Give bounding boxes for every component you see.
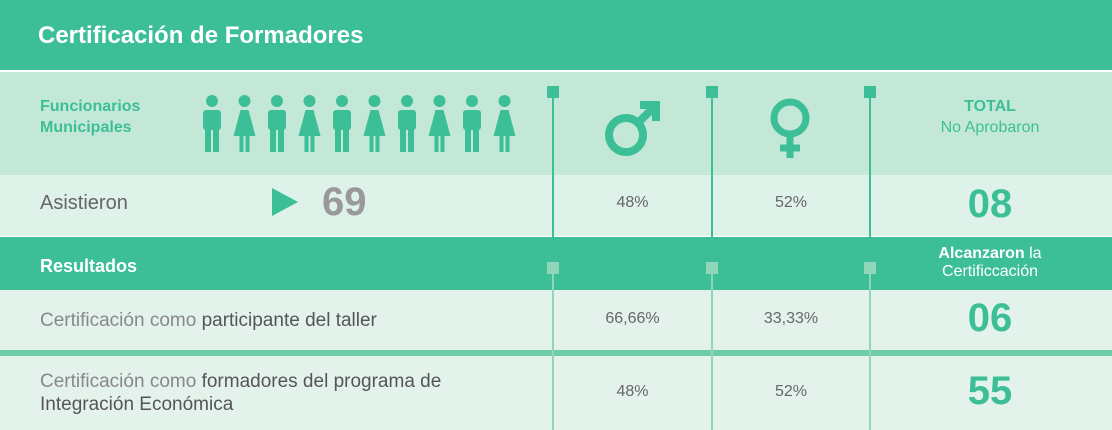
- person-head: [498, 95, 511, 107]
- person-head: [368, 95, 381, 107]
- result-label-text: Certificación como formadores del progra…: [40, 370, 480, 416]
- result-prefix: Certificación como: [40, 309, 197, 331]
- person-head: [271, 95, 283, 107]
- result-total: 06: [967, 296, 1013, 340]
- person-head: [401, 95, 413, 107]
- column-marker: [706, 262, 718, 274]
- person-head: [433, 95, 446, 107]
- results-total-text: la Certificcación: [941, 245, 1042, 280]
- total-heading-bold: TOTAL: [964, 98, 1016, 115]
- person-leg: [278, 128, 284, 152]
- male-pct: 48%: [616, 383, 649, 400]
- person-leg: [505, 134, 510, 152]
- person-leg: [335, 128, 341, 152]
- person-leg: [213, 128, 219, 152]
- person-body: [233, 110, 256, 136]
- result-row: [0, 290, 1112, 350]
- header-bar: [0, 0, 1112, 70]
- person-leg: [499, 134, 504, 152]
- result-label: Certificación como participante del tall…: [40, 290, 480, 350]
- person-leg: [408, 128, 414, 152]
- person-head: [466, 95, 478, 107]
- result-label: Certificación como formadores del progra…: [40, 356, 480, 430]
- attended-count: 69: [322, 180, 367, 224]
- results-total-heading: Alcanzaron la Certificcación: [900, 245, 1080, 281]
- divider: [0, 350, 1112, 356]
- person-body: [398, 110, 416, 130]
- person-leg: [245, 134, 250, 152]
- result-emphasis: formadores del programa de Integración E…: [40, 371, 442, 415]
- column-marker: [864, 262, 876, 274]
- result-label-text: Certificación como participante del tall…: [40, 309, 377, 332]
- attended-row: [0, 175, 1112, 236]
- group-label: Funcionarios Municipales: [40, 98, 141, 136]
- person-leg: [310, 134, 315, 152]
- person-leg: [375, 134, 380, 152]
- column-marker: [547, 86, 559, 98]
- column-marker: [706, 86, 718, 98]
- person-body: [428, 110, 451, 136]
- column-marker: [864, 86, 876, 98]
- result-total: 55: [967, 369, 1013, 413]
- arrow-icon: [272, 188, 298, 216]
- person-head: [336, 95, 348, 107]
- column-lines: [547, 86, 876, 430]
- person-leg: [304, 134, 309, 152]
- person-body: [493, 110, 516, 136]
- person-leg: [440, 134, 445, 152]
- attended-total: 08: [967, 182, 1013, 226]
- person-leg: [400, 128, 406, 152]
- person-leg: [434, 134, 439, 152]
- title: Certificación de Formadores: [38, 22, 364, 49]
- male-pct: 66,66%: [605, 310, 660, 327]
- person-body: [363, 110, 386, 136]
- total-heading-text: No Aprobaron: [940, 119, 1040, 136]
- female-pct: 52%: [774, 383, 808, 400]
- results-total-bold: Alcanzaron: [938, 245, 1025, 262]
- person-body: [268, 110, 286, 130]
- female-pct: 52%: [774, 194, 808, 211]
- results-label: Resultados: [40, 256, 138, 276]
- person-leg: [473, 128, 479, 152]
- total-heading: TOTAL No Aprobaron: [900, 96, 1080, 138]
- person-leg: [369, 134, 374, 152]
- person-leg: [239, 134, 244, 152]
- female-symbol: [770, 98, 810, 158]
- people-icons: [203, 95, 516, 152]
- person-head: [238, 95, 251, 107]
- person-body: [333, 110, 351, 130]
- result-emphasis: participante del taller: [201, 309, 377, 331]
- result-prefix: Certificación como: [40, 371, 197, 392]
- attended-label: Asistieron: [40, 192, 128, 214]
- person-leg: [465, 128, 471, 152]
- column-marker: [547, 262, 559, 274]
- person-body: [463, 110, 481, 130]
- male-pct: 48%: [616, 194, 649, 211]
- result-row: [0, 356, 1112, 430]
- male-symbol: [605, 101, 660, 156]
- person-head: [206, 95, 218, 107]
- person-body: [298, 110, 321, 136]
- person-leg: [205, 128, 211, 152]
- female-pct: 33,33%: [763, 310, 819, 327]
- person-body: [203, 110, 221, 130]
- person-head: [303, 95, 316, 107]
- person-leg: [343, 128, 349, 152]
- person-leg: [270, 128, 276, 152]
